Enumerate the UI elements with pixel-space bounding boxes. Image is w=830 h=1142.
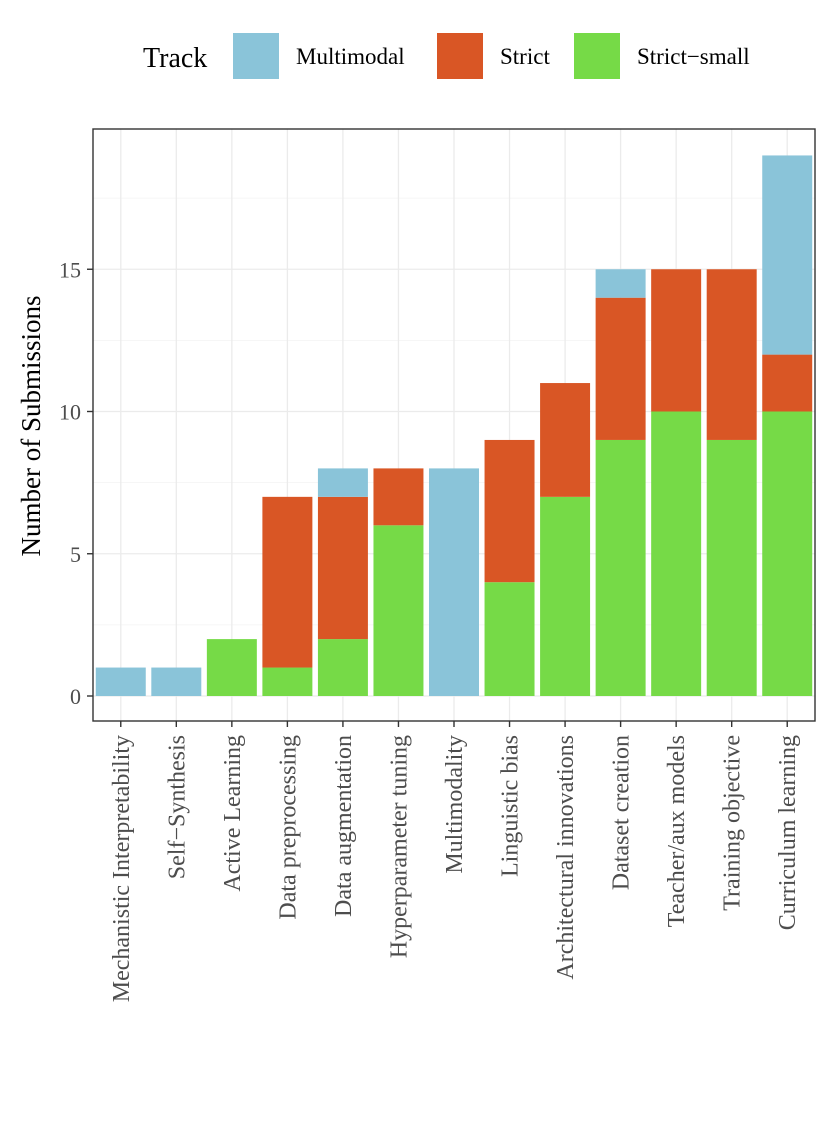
x-tick-label: Mechanistic Interpretability	[109, 735, 135, 1002]
x-tick-label: Multimodality	[442, 735, 468, 874]
legend-title: Track	[143, 43, 207, 74]
bar-segment: Curriculum learning — Multimodal: 7	[762, 155, 813, 355]
y-tick-label: 5	[70, 542, 81, 567]
x-tick-label: Linguistic bias	[498, 735, 524, 877]
bar-segment: Teacher/aux models — Strict: 5	[651, 269, 702, 412]
bar-segment: Curriculum learning — Strict−small: 10	[762, 411, 813, 696]
bar-segment: Curriculum learning — Strict: 2	[762, 354, 813, 412]
bar-segment: Hyperparameter tuning — Strict: 2	[373, 468, 424, 526]
x-tick-label: Self−Synthesis	[164, 735, 190, 879]
bar-segment: Mechanistic Interpretability — Multimoda…	[95, 667, 146, 696]
x-tick-label: Data augmentation	[331, 735, 357, 917]
legend-key	[233, 33, 279, 79]
y-tick-label: 15	[59, 257, 81, 282]
x-tick-label: Curriculum learning	[775, 735, 801, 930]
legend-label: Multimodal	[296, 44, 405, 69]
y-tick-label: 10	[59, 400, 81, 425]
legend-label: Strict	[500, 44, 550, 69]
bar-segment: Data preprocessing — Strict−small: 1	[262, 667, 313, 696]
bar-segment: Training objective — Strict−small: 9	[706, 439, 757, 696]
x-tick-label: Data preprocessing	[275, 735, 301, 920]
y-axis-title: Number of Submissions	[16, 295, 46, 556]
x-tick-label: Active Learning	[220, 735, 246, 892]
bar-segment: Linguistic bias — Strict−small: 4	[484, 582, 535, 696]
bar-segment: Dataset creation — Strict−small: 9	[595, 439, 646, 696]
bar-segment: Linguistic bias — Strict: 5	[484, 439, 535, 583]
bar-segment: Teacher/aux models — Strict−small: 10	[651, 411, 702, 696]
bar-segment: Data augmentation — Strict−small: 2	[317, 639, 368, 696]
x-tick-label: Teacher/aux models	[664, 735, 690, 927]
bar-segment: Training objective — Strict: 6	[706, 269, 757, 440]
y-axis: 0 5 10 15	[59, 257, 93, 709]
bar-segment: Architectural innovations — Strict: 4	[540, 383, 591, 497]
legend-key	[574, 33, 620, 79]
plot-panel: Active Learning — Strict−small: 2Data pr…	[92, 128, 816, 722]
bar-segment: Dataset creation — Strict: 5	[595, 297, 646, 440]
bar-segment: Data augmentation — Multimodal: 1	[317, 468, 368, 497]
bar-segment: Dataset creation — Multimodal: 1	[595, 269, 646, 298]
bar-segment: Active Learning — Strict−small: 2	[206, 639, 257, 696]
x-axis: Mechanistic Interpretability Self−Synthes…	[109, 721, 801, 1002]
x-tick-label: Architectural innovations	[553, 735, 579, 980]
legend-label: Strict−small	[637, 44, 750, 69]
bar-segment: Hyperparameter tuning — Strict−small: 6	[373, 525, 424, 696]
bar-segment: Multimodality — Multimodal: 8	[429, 468, 479, 696]
x-tick-label: Training objective	[720, 735, 746, 911]
legend: Track Multimodal Strict Strict−small	[143, 33, 750, 79]
x-tick-label: Hyperparameter tuning	[386, 735, 412, 958]
legend-key	[437, 33, 483, 79]
bar-segment: Self−Synthesis — Multimodal: 1	[151, 667, 202, 696]
bar-segment: Architectural innovations — Strict−small…	[540, 496, 591, 696]
bar-segment: Data augmentation — Strict: 5	[317, 496, 368, 640]
x-tick-label: Dataset creation	[609, 735, 635, 890]
y-tick-label: 0	[70, 684, 81, 709]
bar-segment: Data preprocessing — Strict: 6	[262, 496, 313, 668]
